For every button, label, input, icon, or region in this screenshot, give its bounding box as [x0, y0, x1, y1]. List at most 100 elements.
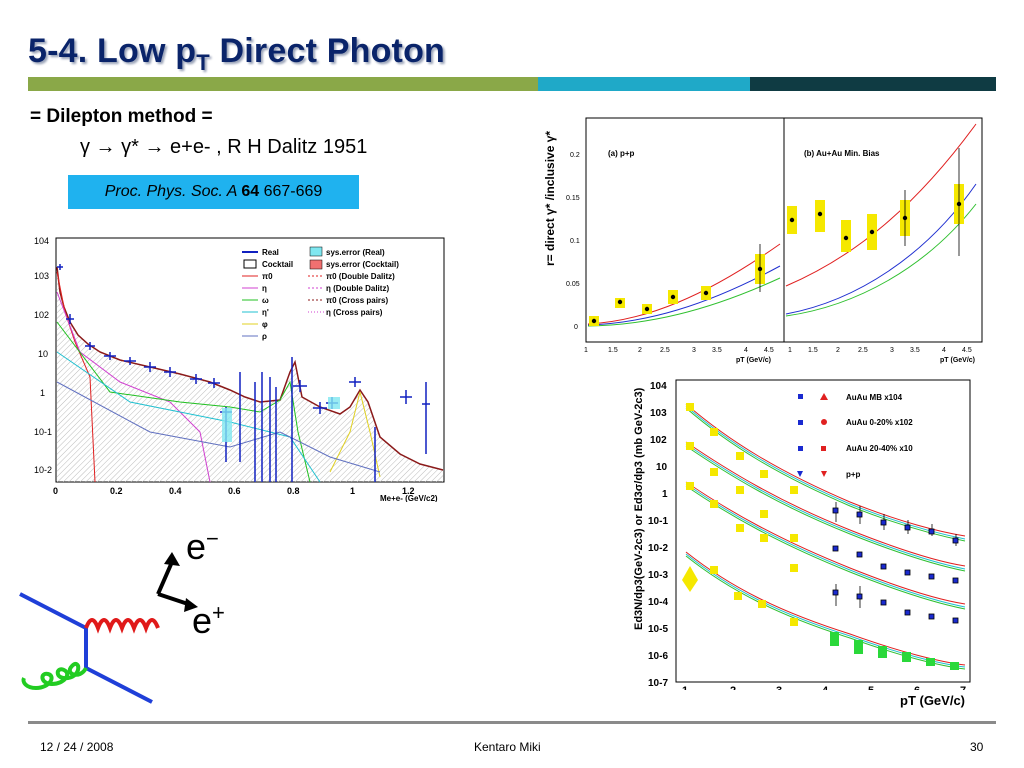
legend-item: η'	[262, 308, 269, 317]
spectrum-y-tick: 10-2	[648, 543, 668, 554]
legend-item: η	[262, 284, 267, 293]
ratio-y-tick: 0.05	[566, 281, 580, 288]
legend-item: η (Cross pairs)	[326, 308, 383, 317]
positron-arrow	[157, 592, 189, 606]
title-subscript: T	[196, 50, 210, 75]
positron-arrowhead	[184, 598, 198, 612]
pi0-line	[56, 271, 96, 483]
mass-x-tick: 0.2	[110, 486, 123, 496]
legend-item: Real	[262, 248, 279, 257]
spectrum-y-ticks: 10-7 10-6 10-5 10-4 10-3 10-2 10-1 1 10 …	[648, 381, 668, 689]
mass-y-tick: 103	[34, 271, 49, 281]
mass-legend-left: Real Cocktail π0 η ω η' φ ρ	[242, 248, 293, 341]
ratio-xlabel-b: pT (GeV/c)	[940, 357, 975, 364]
ratio-x-tick: 4	[942, 347, 946, 354]
phi-line	[329, 391, 381, 478]
spectrum-ylabel: Ed3N/dp3(GeV-2c3) or Ed3σ/dp3 (mb GeV-2c…	[633, 387, 645, 630]
cocktail-line	[56, 266, 444, 471]
eta-line	[56, 291, 211, 483]
footer-author: Kentaro Miki	[474, 740, 541, 754]
legend-swatch	[309, 246, 323, 257]
positron-label: e+	[192, 600, 225, 642]
spectrum-x-tick: 2	[730, 685, 736, 690]
header-bar-green	[28, 77, 538, 91]
mass-xlabel: Me+e- (GeV/c2)	[380, 494, 438, 502]
spectrum-y-tick: 103	[650, 408, 667, 419]
legend-item: ρ	[262, 332, 267, 341]
ratio-x-tick: 4.5	[962, 347, 972, 354]
ratio-x-tick: 3.5	[712, 347, 722, 354]
ratio-panel-b-label: (b) Au+Au Min. Bias	[804, 149, 880, 158]
spectrum-points	[832, 502, 959, 624]
reaction-text: γ → γ* → e+e- , R H Dalitz 1951	[80, 136, 368, 158]
ratio-x-tick: 4	[744, 347, 748, 354]
spectrum-y-tick: 10-3	[648, 570, 668, 581]
mass-y-tick: 10-1	[34, 427, 52, 437]
spectrum-y-tick: 10-4	[648, 597, 668, 608]
ratio-points-a	[589, 244, 765, 326]
spectrum-x-ticks: 1 2 3 4 5 6 7	[682, 685, 966, 690]
omega-line	[56, 321, 311, 483]
quark-line-out	[85, 666, 153, 704]
ratio-x-tick: 2	[836, 347, 840, 354]
ref-journal: Proc. Phys. Soc. A	[104, 183, 242, 200]
ratio-y-tick: 0.15	[566, 195, 580, 202]
ratio-curve-blue-a	[587, 265, 781, 326]
ratio-y-tick: 0.2	[570, 152, 580, 159]
subtitle: = Dilepton method =	[30, 106, 213, 127]
positron-symbol: e	[192, 600, 213, 641]
legend-item: sys.error (Cocktail)	[326, 260, 399, 269]
header-bar-dark	[750, 77, 996, 91]
ratio-x-tick: 3	[692, 347, 696, 354]
ratio-curve-green-b	[785, 203, 977, 317]
spectrum-y-tick: 10-5	[648, 624, 668, 635]
mass-y-tick: 10	[38, 349, 48, 359]
feynman-diagram	[19, 552, 198, 704]
quark-line-in	[19, 592, 87, 630]
mass-x-tick: 0.4	[169, 486, 182, 496]
ratio-ylabel: r= direct γ* /inclusive γ*	[543, 131, 557, 266]
ratio-x-tick: 3.5	[910, 347, 920, 354]
reference-box: Proc. Phys. Soc. A 64 667-669	[68, 175, 359, 209]
mass-y-tick: 10-2	[34, 465, 52, 475]
legend-item: π0 (Cross pairs)	[326, 296, 388, 305]
legend-item: Cocktail	[262, 260, 293, 269]
ratio-x-tick: 1	[788, 347, 792, 354]
footer-rule	[28, 721, 996, 724]
ref-volume: 64	[241, 183, 260, 200]
ratio-plot: r= direct γ* /inclusive γ* (a) p+p (b) A…	[536, 96, 996, 366]
ratio-x-ticks-b: 1 1.5 2 2.5 3 3.5 4 4.5	[788, 347, 972, 354]
spectrum-x-tick: 4	[822, 685, 829, 690]
ratio-y-tick: 0.1	[570, 238, 580, 245]
electron-arrowhead	[164, 552, 180, 566]
legend-item: AuAu MB x104	[846, 393, 903, 402]
spectrum-frame	[675, 379, 971, 683]
footer-date: 12 / 24 / 2008	[40, 740, 114, 754]
ratio-y-tick: 0	[574, 324, 578, 331]
ratio-x-tick: 1.5	[608, 347, 618, 354]
electron-label: e−	[186, 526, 219, 568]
legend-swatch	[309, 259, 323, 270]
legend-item: AuAu 0-20% x102	[846, 418, 913, 427]
spectrum-x-tick: 3	[776, 685, 782, 690]
ref-pages: 667-669	[259, 183, 323, 200]
ratio-x-tick: 1.5	[808, 347, 818, 354]
spectrum-x-tick: 5	[868, 685, 874, 690]
sys-error-box	[328, 397, 340, 409]
spectrum-y-tick: 1	[662, 489, 668, 500]
legend-item: AuAu 20-40% x10	[846, 444, 913, 453]
spectrum-xlabel: pT (GeV/c)	[900, 693, 966, 708]
mass-y-tick: 104	[34, 236, 49, 246]
sys-error-box	[222, 408, 232, 442]
spectrum-plot: Ed3N/dp3(GeV-2c3) or Ed3σ/dp3 (mb GeV-2c…	[620, 374, 980, 690]
ratio-x-tick: 1	[584, 347, 588, 354]
ratio-curve-green-a	[587, 277, 781, 327]
electron-charge: −	[206, 526, 219, 551]
mass-x-tick: 1.2	[402, 486, 415, 496]
spectrum-x-tick: 1	[682, 685, 688, 690]
ratio-x-tick: 2	[638, 347, 642, 354]
mass-x-tick: 0	[53, 486, 58, 496]
ratio-panel-b-frame	[783, 117, 983, 343]
mass-plot: 10-2 10-1 1 10 102 103 104 0 0.2 0.4 0.6…	[30, 232, 450, 502]
ratio-x-tick: 3	[890, 347, 894, 354]
